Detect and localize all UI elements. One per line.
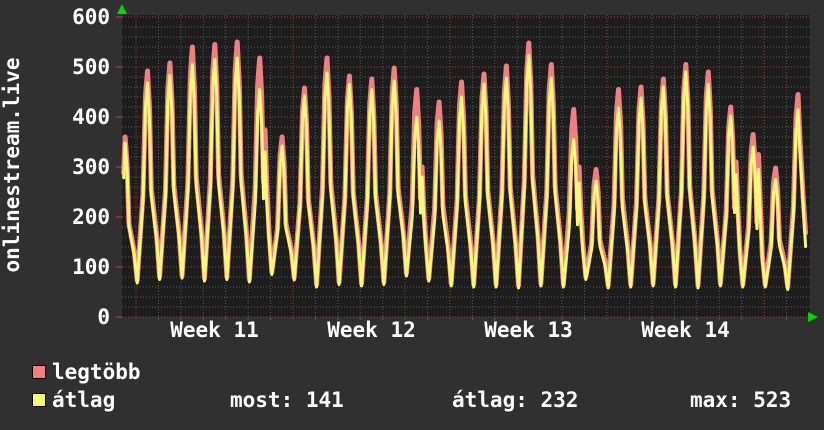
- y-axis-label: 0: [97, 305, 110, 329]
- legend-swatch-icon: [32, 393, 46, 407]
- week-label: Week 12: [327, 318, 416, 342]
- y-axis-label: 200: [72, 205, 110, 229]
- week-label: Week 14: [641, 318, 730, 342]
- stat-value: átlag: 232: [452, 388, 579, 412]
- week-label: Week 11: [170, 318, 259, 342]
- legend-swatch-icon: [32, 365, 46, 379]
- week-label: Week 13: [484, 318, 573, 342]
- y-axis-label: 300: [72, 155, 110, 179]
- x-axis-arrow-icon: [808, 312, 818, 322]
- legend-label: átlag: [52, 388, 116, 412]
- legend-label: legtöbb: [52, 360, 141, 384]
- series-line-atlag: [122, 54, 808, 291]
- y-axis-label: 400: [72, 105, 110, 129]
- axis-tick-marks: [116, 16, 787, 320]
- stat-value: most: 141: [230, 388, 344, 412]
- y-axis-label: 600: [72, 5, 110, 29]
- y-axis-label: 500: [72, 55, 110, 79]
- y-axis-label: 100: [72, 255, 110, 279]
- graph-vertical-title: onlinestream.live: [0, 57, 24, 273]
- stat-value: max: 523: [690, 388, 792, 412]
- y-axis-arrow-icon: [117, 4, 127, 14]
